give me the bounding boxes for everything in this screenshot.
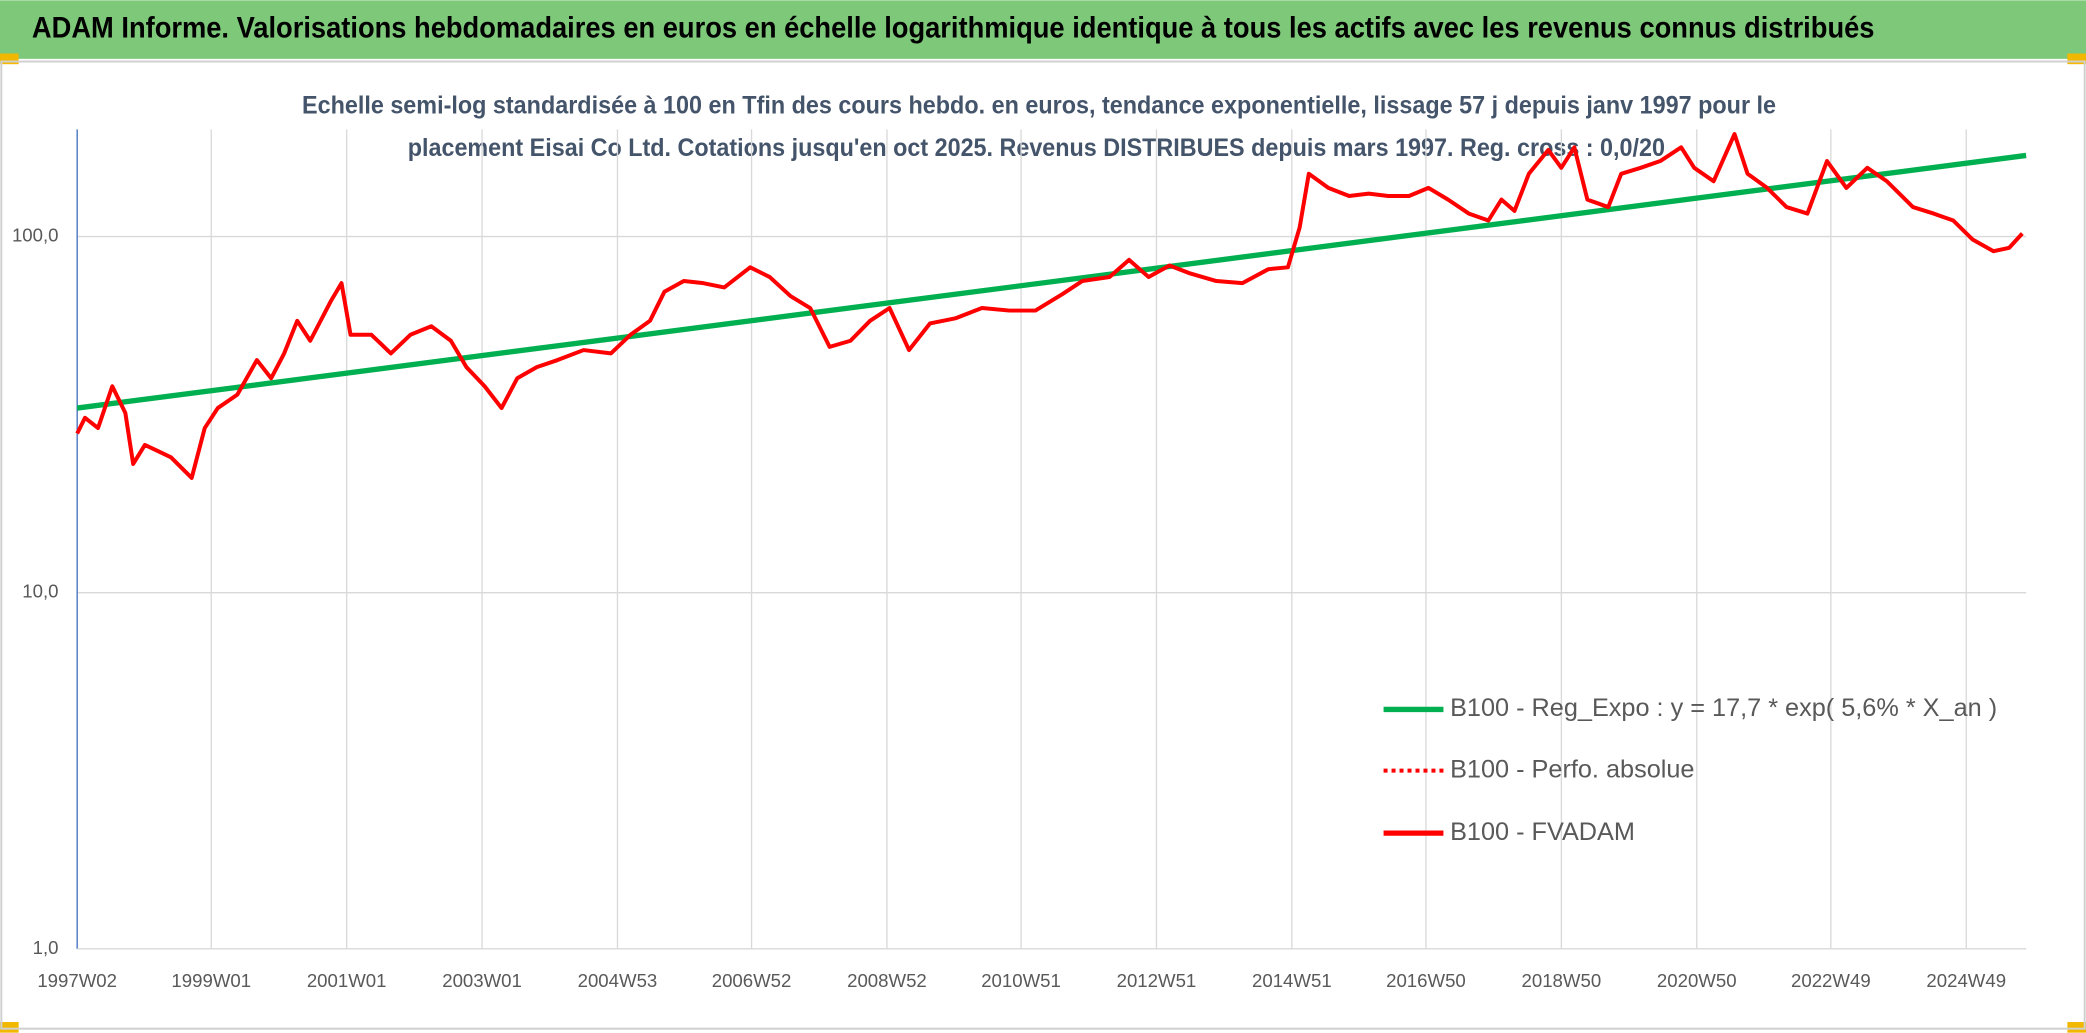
corner-mark xyxy=(0,53,19,65)
y-tick-label: 1,0 xyxy=(33,937,59,958)
legend-label: B100 - FVADAM xyxy=(1450,818,1635,846)
y-tick-label: 10,0 xyxy=(22,581,58,602)
x-tick-label: 2012W51 xyxy=(1117,970,1197,991)
series-line xyxy=(75,132,2024,480)
x-tick-label: 2018W50 xyxy=(1522,970,1602,991)
chart-title: ADAM Informe. Valorisations hebdomadaire… xyxy=(32,12,1875,44)
x-tick-label: 1997W02 xyxy=(37,970,117,991)
legend-label: B100 - Perfo. absolue xyxy=(1450,755,1694,783)
y-tick-label: 100,0 xyxy=(12,224,59,245)
x-tick-label: 2001W01 xyxy=(307,970,387,991)
x-tick-label: 2003W01 xyxy=(442,970,522,991)
x-tick-label: 2006W52 xyxy=(712,970,792,991)
legend-label: B100 - Reg_Expo : y = 17,7 * exp( 5,6% *… xyxy=(1450,694,1997,722)
corner-mark xyxy=(2067,53,2086,65)
x-tick-label: 2004W53 xyxy=(578,970,658,991)
subtitle: Echelle semi-log standardisée à 100 en T… xyxy=(302,91,1776,119)
subtitle: placement Eisai Co Ltd. Cotations jusqu'… xyxy=(408,134,1665,162)
series-line xyxy=(76,152,2027,411)
x-tick-label: 2020W50 xyxy=(1657,970,1737,991)
x-tick-label: 1999W01 xyxy=(171,970,251,991)
x-tick-label: 2010W51 xyxy=(981,970,1061,991)
x-tick-label: 2014W51 xyxy=(1252,970,1332,991)
corner-mark xyxy=(0,1022,19,1033)
corner-mark xyxy=(2067,1022,2086,1033)
title-band xyxy=(0,0,2086,59)
frame xyxy=(0,60,2086,1030)
x-tick-label: 2022W49 xyxy=(1791,970,1871,991)
x-tick-label: 2024W49 xyxy=(1926,970,2006,991)
x-tick-label: 2016W50 xyxy=(1386,970,1466,991)
x-tick-label: 2008W52 xyxy=(847,970,927,991)
